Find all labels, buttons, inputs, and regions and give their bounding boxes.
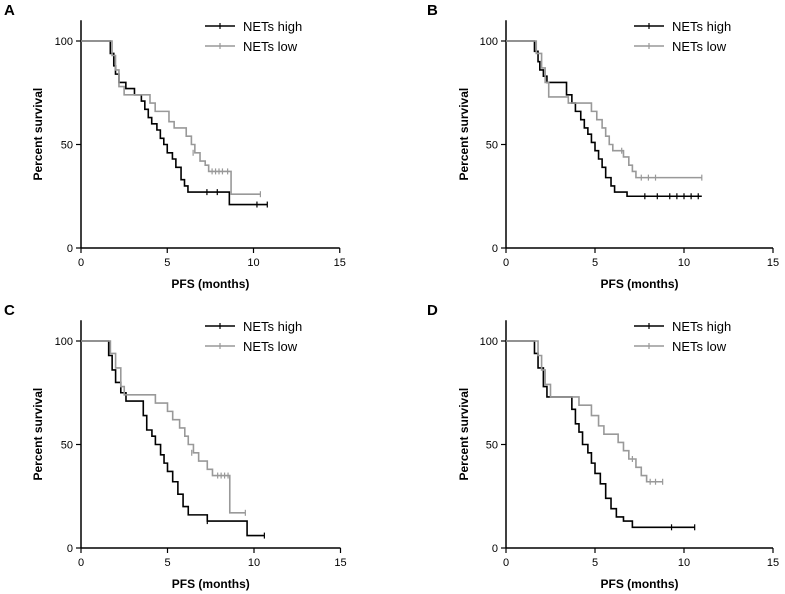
km-panel-a: A 0 5 10 15 0 50 100 PFS (months) Percent surviva… bbox=[4, 2, 346, 291]
km-panel-d: D 0 5 10 15 0 50 100 PFS (months) Percent surviva… bbox=[427, 302, 779, 591]
x-tick-label: 5 bbox=[592, 557, 598, 569]
x-axis-label: PFS (months) bbox=[171, 277, 249, 291]
y-axis-label: Percent survival bbox=[457, 88, 471, 181]
panel-label: B bbox=[427, 2, 438, 19]
y-tick-label: 0 bbox=[492, 543, 498, 555]
km-curve-nets-high bbox=[81, 40, 268, 206]
x-tick-label: 0 bbox=[503, 257, 509, 269]
x-tick-label: 15 bbox=[334, 557, 346, 569]
y-tick-label: 0 bbox=[67, 543, 73, 555]
km-curve-nets-high bbox=[506, 340, 695, 529]
x-tick-label: 10 bbox=[247, 257, 259, 269]
y-tick-label: 100 bbox=[480, 36, 498, 48]
panel-label: C bbox=[4, 302, 15, 319]
panel-label: D bbox=[427, 302, 438, 319]
y-tick-label: 50 bbox=[486, 440, 498, 452]
y-tick-label: 50 bbox=[61, 440, 73, 452]
x-axis-label: PFS (months) bbox=[172, 577, 250, 591]
x-tick-label: 5 bbox=[164, 557, 170, 569]
km-curve-nets-low bbox=[506, 340, 663, 483]
x-tick-label: 15 bbox=[334, 257, 346, 269]
y-tick-label: 100 bbox=[55, 336, 73, 348]
x-tick-label: 10 bbox=[678, 257, 690, 269]
km-curve-nets-low bbox=[506, 40, 702, 179]
x-axis-label: PFS (months) bbox=[601, 577, 679, 591]
x-tick-label: 5 bbox=[164, 257, 170, 269]
panel-label: A bbox=[4, 2, 15, 19]
legend-label: NETs low bbox=[672, 39, 727, 54]
x-tick-label: 10 bbox=[248, 557, 260, 569]
y-axis-label: Percent survival bbox=[31, 388, 45, 481]
km-curve-nets-low bbox=[81, 40, 261, 195]
legend-label: NETs high bbox=[243, 19, 302, 34]
y-axis-label: Percent survival bbox=[457, 388, 471, 481]
x-tick-label: 15 bbox=[767, 257, 779, 269]
km-panel-c: C 0 5 10 15 0 50 100 PFS (months) Percent surviva… bbox=[4, 302, 347, 591]
legend-label: NETs high bbox=[243, 319, 302, 334]
x-tick-label: 0 bbox=[78, 557, 84, 569]
y-tick-label: 100 bbox=[480, 336, 498, 348]
y-tick-label: 0 bbox=[67, 243, 73, 255]
legend-label: NETs low bbox=[243, 39, 298, 54]
x-tick-label: 15 bbox=[767, 557, 779, 569]
km-curve-nets-low bbox=[81, 340, 246, 514]
x-tick-label: 0 bbox=[78, 257, 84, 269]
x-tick-label: 0 bbox=[503, 557, 509, 569]
x-tick-label: 10 bbox=[678, 557, 690, 569]
legend-label: NETs low bbox=[243, 339, 298, 354]
km-curve-nets-high bbox=[506, 40, 702, 198]
y-tick-label: 50 bbox=[486, 140, 498, 152]
legend-label: NETs low bbox=[672, 339, 727, 354]
y-axis-label: Percent survival bbox=[31, 88, 45, 181]
y-tick-label: 50 bbox=[61, 140, 73, 152]
y-tick-label: 0 bbox=[492, 243, 498, 255]
legend-label: NETs high bbox=[672, 19, 731, 34]
x-tick-label: 5 bbox=[592, 257, 598, 269]
legend-label: NETs high bbox=[672, 319, 731, 334]
x-axis-label: PFS (months) bbox=[601, 277, 679, 291]
km-panel-b: B 0 5 10 15 0 50 100 PFS (months) Percent surviva… bbox=[427, 2, 779, 291]
y-tick-label: 100 bbox=[55, 36, 73, 48]
km-curve-nets-high bbox=[81, 340, 265, 537]
